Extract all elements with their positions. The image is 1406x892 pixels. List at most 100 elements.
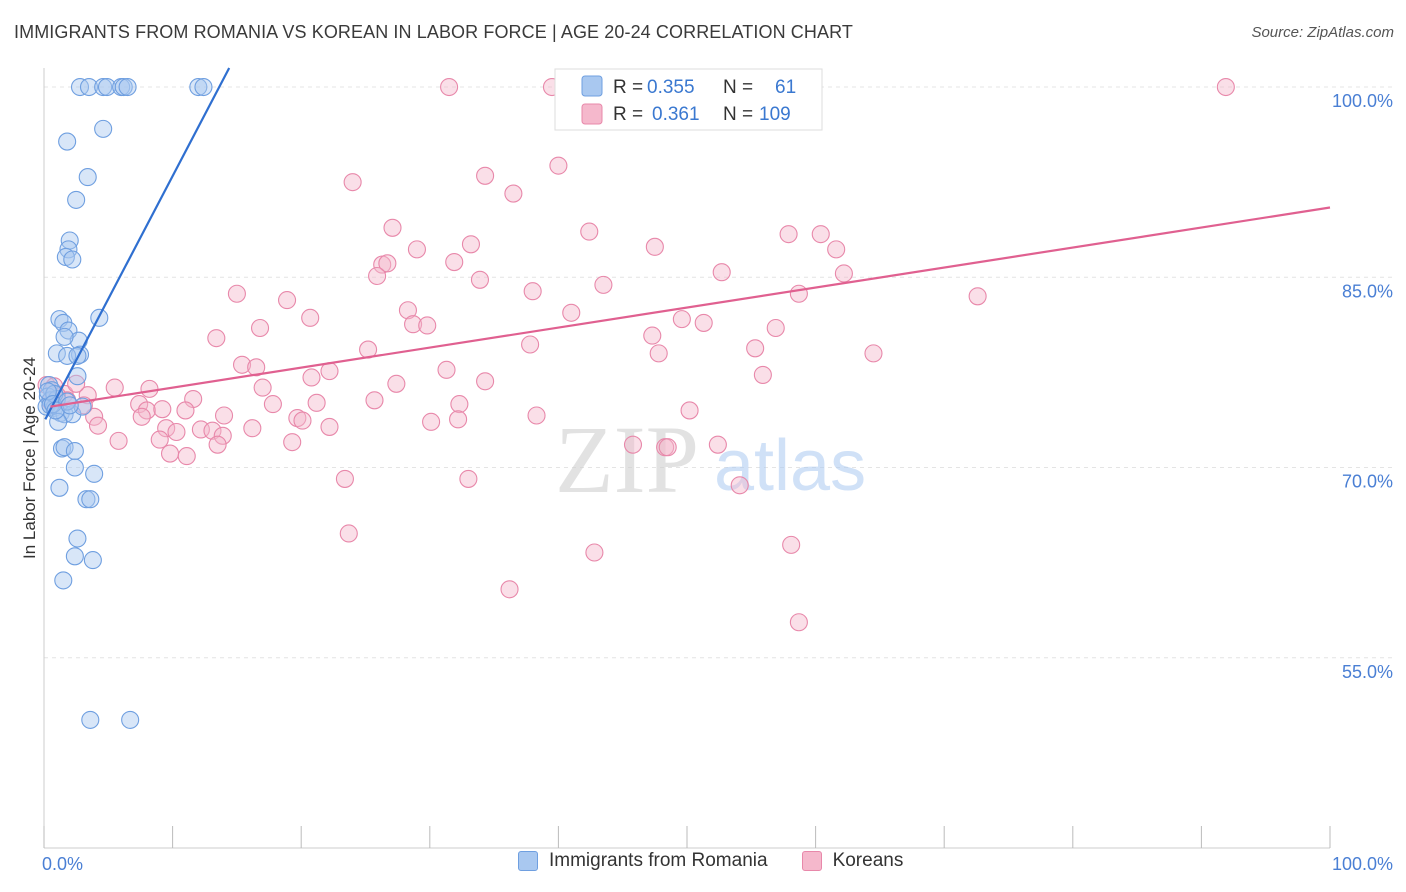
series-koreans-points: [37, 77, 1235, 632]
koreans-point: [470, 270, 490, 289]
koreans-point: [523, 282, 542, 301]
romania-point: [40, 376, 59, 395]
koreans-point: [232, 355, 252, 374]
romania-point: [194, 77, 213, 97]
koreans-point: [789, 613, 808, 632]
source-label: Source: ZipAtlas.com: [1251, 24, 1394, 41]
romania-point: [77, 490, 96, 509]
romania-point: [114, 77, 133, 97]
koreans-point: [585, 543, 604, 562]
koreans-point: [398, 301, 417, 320]
stats-r-label-2: R =: [613, 104, 643, 125]
koreans-point: [422, 412, 441, 431]
trendline-koreans: [50, 206, 1331, 408]
koreans-point: [365, 391, 384, 410]
y-tick-label-3: 55.0%: [1342, 662, 1393, 682]
trendline-romania: [44, 67, 231, 420]
koreans-point: [85, 407, 104, 426]
romania-point: [58, 132, 77, 151]
koreans-point: [191, 420, 210, 439]
romania-point: [78, 168, 97, 187]
romania-point: [49, 412, 68, 431]
romania-point: [55, 438, 74, 457]
koreans-point: [278, 291, 297, 310]
koreans-point: [88, 416, 108, 435]
koreans-point: [658, 438, 677, 457]
x-tick-label-1: 100.0%: [1332, 854, 1393, 874]
x-tick-labels: 0.0% 100.0%: [42, 854, 1393, 874]
koreans-point: [562, 303, 581, 322]
koreans-point: [450, 395, 469, 414]
koreans-point: [449, 410, 468, 429]
koreans-point: [834, 264, 853, 283]
koreans-point: [440, 77, 459, 97]
stats-n-label-1: N =: [723, 77, 753, 98]
koreans-point: [459, 469, 478, 488]
stats-r-label-1: R =: [613, 77, 643, 98]
koreans-point: [339, 524, 358, 543]
legend-item-romania: Immigrants from Romania: [518, 850, 768, 872]
koreans-point: [263, 395, 282, 414]
romania-point: [81, 490, 100, 509]
stats-n-value-1: 61: [775, 77, 796, 98]
koreans-point: [301, 308, 320, 327]
x-tick-label-0: 0.0%: [42, 854, 83, 874]
romania-point: [94, 119, 113, 138]
koreans-point: [672, 310, 691, 329]
koreans-point: [789, 284, 808, 303]
koreans-point: [227, 284, 246, 303]
stats-r-value-2: 0.361: [652, 104, 700, 125]
koreans-point: [623, 435, 643, 454]
bottom-legend: Immigrants from Romania Koreans: [518, 850, 937, 872]
koreans-point: [580, 222, 599, 241]
romania-point: [55, 327, 74, 346]
y-tick-label-1: 85.0%: [1342, 281, 1393, 301]
romania-point: [67, 190, 86, 209]
stats-r-value-1: 0.355: [647, 77, 695, 98]
trendlines: [44, 67, 1331, 420]
koreans-point: [527, 406, 546, 425]
koreans-point: [712, 263, 731, 282]
koreans-point: [782, 535, 801, 554]
koreans-point: [404, 315, 423, 334]
romania-point: [68, 529, 87, 548]
legend-item-koreans: Koreans: [801, 850, 903, 872]
koreans-point: [1216, 77, 1235, 97]
koreans-point: [504, 184, 523, 203]
watermark-zip: ZIP: [555, 406, 699, 513]
romania-point: [94, 77, 113, 97]
koreans-point: [247, 358, 266, 377]
koreans-point: [105, 378, 124, 397]
koreans-point: [140, 379, 159, 398]
koreans-point: [811, 225, 830, 244]
romania-point: [85, 464, 104, 483]
koreans-point: [708, 435, 727, 454]
koreans-point: [288, 408, 307, 428]
koreans-point: [649, 344, 668, 363]
romania-point: [83, 551, 102, 570]
koreans-point: [153, 400, 172, 419]
stats-legend: R = 0.355 N = 61 R = 0.361 N = 109: [554, 68, 823, 131]
legend-swatch-romania: [518, 851, 538, 871]
koreans-point: [549, 156, 568, 175]
romania-point: [79, 77, 99, 97]
koreans-point: [445, 252, 464, 272]
koreans-point: [214, 406, 234, 425]
koreans-point: [387, 374, 406, 393]
romania-point: [54, 571, 73, 590]
koreans-point: [643, 326, 662, 345]
koreans-point: [335, 469, 354, 488]
koreans-point: [383, 218, 402, 237]
koreans-point: [203, 421, 222, 440]
koreans-point: [302, 368, 321, 387]
y-tick-label-0: 100.0%: [1332, 91, 1393, 111]
koreans-point: [827, 240, 846, 259]
koreans-point: [208, 435, 227, 454]
koreans-point: [293, 411, 312, 430]
axes: [43, 68, 1331, 849]
koreans-point: [177, 447, 196, 466]
koreans-point: [968, 287, 987, 306]
koreans-point: [500, 580, 519, 599]
koreans-point: [476, 372, 495, 391]
